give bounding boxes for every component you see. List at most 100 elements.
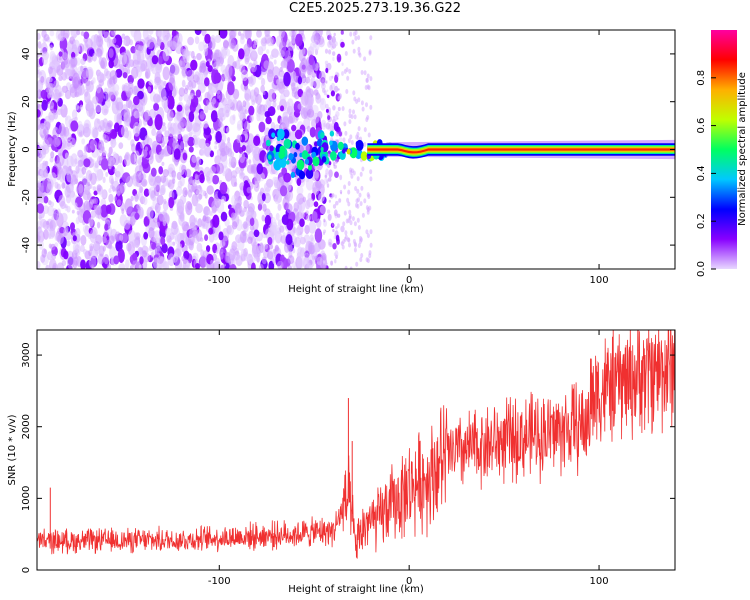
heatmap-cell: [63, 58, 69, 65]
heatmap-cell: [137, 191, 144, 201]
heatmap-cell: [110, 30, 117, 36]
heatmap-cell: [341, 62, 344, 66]
colorbar-tick-label: 0.2: [696, 213, 707, 229]
heatmap-cell: [95, 34, 104, 48]
heatmap-cell: [287, 265, 292, 269]
heatmap-cell: [77, 159, 84, 168]
heatmap-cell: [143, 216, 150, 227]
heatmap-cell: [313, 201, 319, 208]
heatmap-cell: [126, 68, 131, 75]
heatmap-cell: [355, 139, 364, 151]
colorbar-tick-label: 0.0: [696, 261, 707, 277]
heatmap-cell: [148, 30, 154, 35]
heatmap-cell: [85, 98, 92, 111]
heatmap-cell: [243, 43, 251, 57]
heatmap-cell: [248, 76, 254, 87]
heatmap-cell: [162, 122, 166, 127]
snr-background: [37, 330, 675, 570]
heatmap-cell: [108, 59, 114, 69]
heatmap-cell: [271, 132, 276, 138]
heatmap-cell: [43, 128, 47, 135]
heatmap-cell: [300, 212, 306, 218]
heatmap-cell: [272, 176, 278, 184]
heatmap-cell: [56, 262, 64, 269]
heatmap-cell: [225, 141, 232, 153]
heatmap-cell: [231, 170, 238, 179]
heatmap-cell: [47, 100, 55, 110]
heatmap-cell: [335, 200, 339, 206]
heatmap-cell: [88, 217, 94, 227]
heatmap-cell: [301, 136, 309, 146]
heatmap-cell: [359, 201, 363, 207]
heatmap-cell: [42, 169, 49, 178]
heatmap-cell: [334, 160, 338, 165]
heatmap-cell: [151, 128, 157, 137]
heatmap-cell: [112, 151, 117, 158]
heatmap-cell: [346, 237, 350, 243]
heatmap-cell: [263, 243, 269, 250]
heatmap-cell: [330, 90, 335, 97]
heatmap-cell: [323, 90, 327, 96]
heatmap-cell: [61, 104, 65, 110]
heatmap-cell: [216, 94, 220, 99]
heatmap-cell: [190, 94, 194, 100]
heatmap-cell: [285, 234, 293, 246]
heatmap-cell: [201, 30, 207, 37]
heatmap-cell: [143, 119, 147, 126]
heatmap-cell: [249, 114, 254, 122]
heatmap-cell: [368, 50, 372, 56]
heatmap-cell: [192, 230, 198, 239]
heatmap-cell: [115, 240, 123, 252]
heatmap-cell: [207, 101, 215, 111]
heatmap-cell: [163, 150, 168, 157]
heatmap-cell: [83, 145, 88, 153]
heatmap-cell: [161, 243, 168, 254]
heatmap-cell: [343, 69, 347, 74]
heatmap-cell: [105, 171, 109, 178]
heatmap-cell: [49, 201, 55, 208]
heatmap-cell: [160, 185, 165, 194]
heatmap-cell: [130, 46, 136, 54]
heatmap-cell: [311, 211, 318, 222]
x-tick-label: 0: [406, 275, 412, 286]
heatmap-cell: [40, 89, 47, 100]
heatmap-cell: [352, 109, 355, 115]
heatmap-cell: [279, 225, 285, 233]
heatmap-cell: [340, 191, 342, 195]
heatmap-cell: [151, 55, 159, 65]
heatmap-cell: [288, 153, 294, 161]
heatmap-cell: [153, 103, 160, 111]
heatmap-cell: [287, 41, 295, 51]
heatmap-cell: [103, 150, 107, 157]
heatmap-cell: [297, 103, 303, 110]
heatmap-cell: [212, 232, 219, 241]
heatmap-cell: [321, 264, 327, 269]
heatmap-cell: [327, 177, 332, 182]
heatmap-cell: [226, 92, 235, 108]
heatmap-cell: [215, 131, 222, 143]
heatmap-cell: [146, 39, 155, 50]
heatmap-cell: [320, 132, 325, 139]
heatmap-cell: [243, 30, 251, 39]
heatmap-cell: [323, 218, 326, 223]
heatmap-cell: [267, 251, 274, 260]
heatmap-cell: [37, 148, 44, 163]
heatmap-cell: [38, 228, 43, 237]
heatmap-cell: [88, 256, 97, 269]
heatmap-cell: [162, 214, 170, 224]
heatmap-cell: [235, 234, 243, 244]
heatmap-cell: [282, 111, 289, 122]
heatmap-cell: [189, 229, 194, 237]
heatmap-cell: [71, 109, 78, 120]
heatmap-cell: [73, 33, 77, 39]
heatmap-cell: [314, 228, 323, 243]
heatmap-cell: [209, 127, 215, 134]
heatmap-cell: [204, 192, 208, 199]
heatmap-cell: [274, 194, 281, 205]
heatmap-cell: [301, 150, 309, 160]
heatmap-cell: [283, 71, 291, 87]
heatmap-cell: [219, 252, 224, 260]
heatmap-cell: [67, 46, 72, 53]
heatmap-cell: [105, 204, 112, 214]
heatmap-cell: [270, 232, 275, 237]
